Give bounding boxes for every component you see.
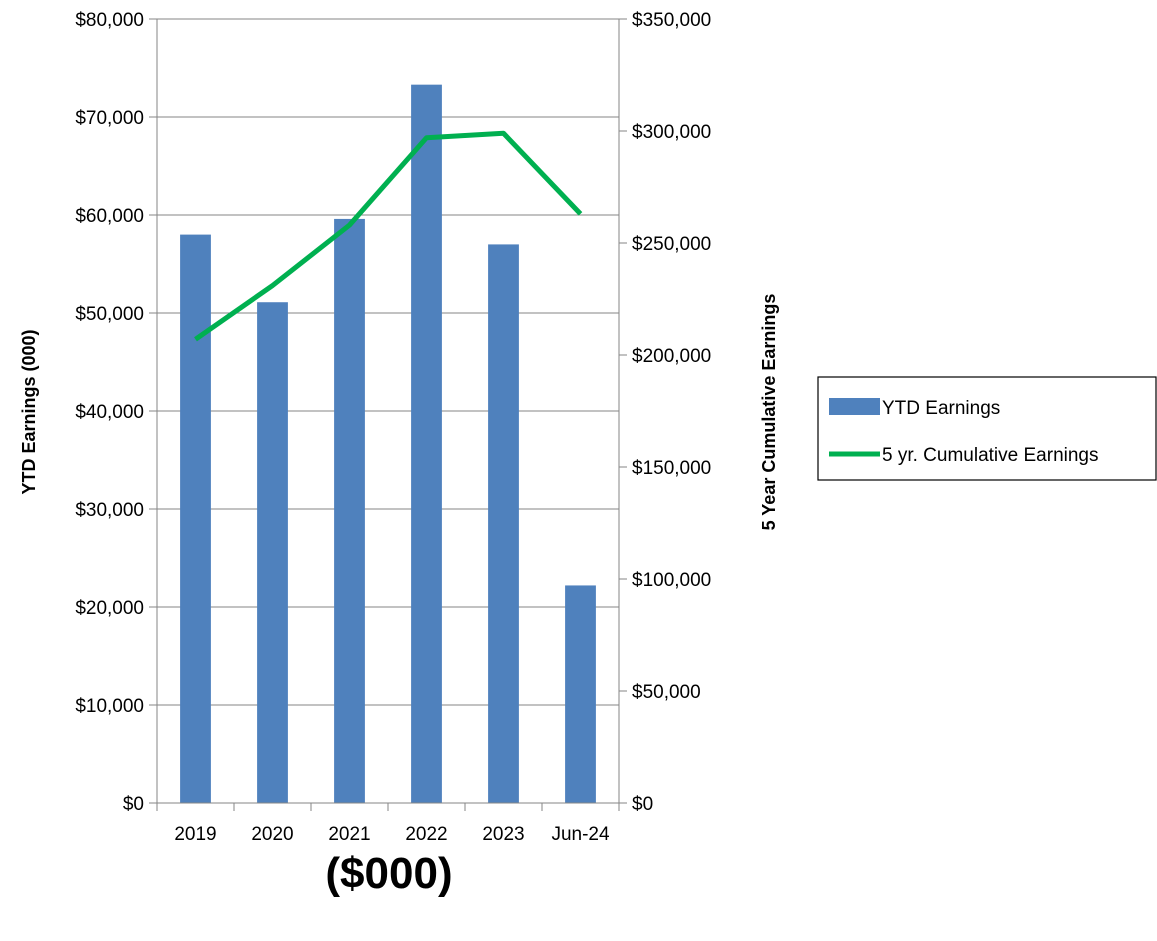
bar-2020 — [257, 302, 288, 803]
left-tick-label: $60,000 — [75, 206, 144, 227]
left-tick-label: $50,000 — [75, 304, 144, 325]
x-tick-label: 2022 — [405, 824, 447, 845]
left-tick-label: $40,000 — [75, 402, 144, 423]
x-tick-label: 2021 — [328, 824, 370, 845]
legend-box — [817, 376, 1157, 481]
right-tick-label: $0 — [632, 794, 653, 815]
bar-2022 — [411, 84, 442, 803]
right-tick-label: $250,000 — [632, 234, 711, 255]
right-tick-label: $50,000 — [632, 682, 701, 703]
bar-2023 — [488, 244, 519, 803]
x-tick-label: 2023 — [482, 824, 524, 845]
cumulative-earnings-line — [194, 130, 583, 342]
x-tick-label: Jun-24 — [551, 824, 610, 845]
left-tick-label: $80,000 — [75, 10, 144, 31]
left-tick-label: $10,000 — [75, 696, 144, 717]
left-tick-label: $20,000 — [75, 598, 144, 619]
x-tick-label: 2019 — [174, 824, 216, 845]
gridlines — [157, 18, 619, 706]
left-tick-label: $30,000 — [75, 500, 144, 521]
units-label: ($000) — [325, 849, 452, 898]
left-tick-label: $70,000 — [75, 108, 144, 129]
right-tick-label: $150,000 — [632, 458, 711, 479]
line-series-cumulative-earnings — [194, 130, 583, 342]
left-axis-ticks: $0 $10,000 $20,000 $30,000 $40,000 $50,000 $60… — [75, 10, 157, 815]
left-axis-title: YTD Earnings (000) — [19, 329, 39, 494]
x-axis-ticks: 2019 2020 2021 2022 2023 Jun-24 — [156, 803, 620, 845]
legend-swatch-bar — [829, 398, 880, 415]
x-tick-label: 2020 — [251, 824, 293, 845]
left-tick-label: $0 — [123, 794, 144, 815]
right-tick-label: $350,000 — [632, 10, 711, 31]
right-tick-label: $300,000 — [632, 122, 711, 143]
bar-2019 — [180, 234, 211, 804]
bar-2021 — [334, 218, 365, 804]
legend-label-cumulative: 5 yr. Cumulative Earnings — [882, 445, 1099, 466]
legend-label-ytd: YTD Earnings — [882, 398, 1000, 419]
right-tick-label: $200,000 — [632, 346, 711, 367]
legend: YTD Earnings 5 yr. Cumulative Earnings — [817, 376, 1157, 481]
bar-series-ytd-earnings — [180, 84, 596, 804]
right-tick-label: $100,000 — [632, 570, 711, 591]
bar-Jun-24 — [565, 585, 596, 803]
right-axis-ticks: $0 $50,000 $100,000 $150,000 $200,000 $250,00… — [619, 10, 711, 815]
right-axis-title: 5 Year Cumulative Earnings — [759, 294, 779, 531]
